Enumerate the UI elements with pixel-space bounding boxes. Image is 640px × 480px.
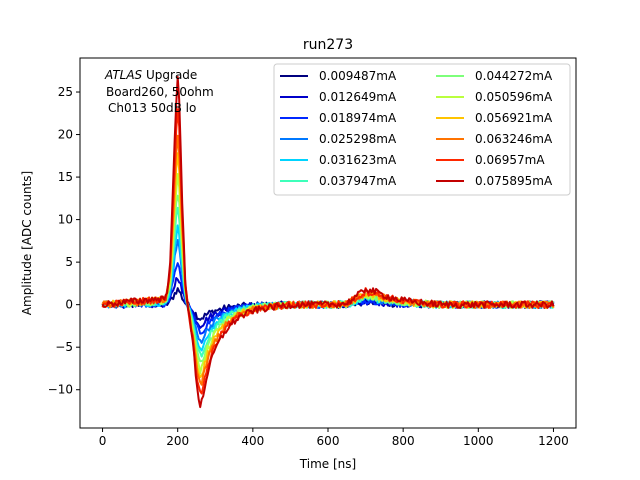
board-label: Board260, 50ohm — [106, 85, 214, 99]
legend: 0.009487mA 0.012649mA 0.018974mA 0.025298mA… — [273, 63, 571, 196]
channel-label: Ch013 50dB lo — [108, 101, 196, 115]
legend-entries: 0.009487mA 0.012649mA 0.018974mA 0.025298mA… — [280, 69, 553, 188]
legend-label: 0.012649mA — [319, 90, 397, 104]
chart-title: run273 — [303, 37, 353, 53]
y-tick-label: −10 — [48, 383, 73, 397]
legend-frame — [273, 63, 571, 196]
x-tick-label: 400 — [241, 434, 264, 448]
legend-label: 0.06957mA — [475, 153, 545, 167]
series-layer — [101, 76, 555, 409]
legend-label: 0.018974mA — [319, 111, 397, 125]
y-tick-label: 20 — [58, 128, 73, 142]
x-tick-label: 1200 — [538, 434, 569, 448]
legend-label: 0.037947mA — [319, 174, 397, 188]
legend-label: 0.025298mA — [319, 132, 397, 146]
legend-label: 0.044272mA — [475, 69, 553, 83]
upgrade-label: Upgrade — [142, 68, 197, 82]
x-tick-label: 1000 — [463, 434, 494, 448]
x-tick-label: 600 — [317, 434, 340, 448]
x-tick-label: 800 — [392, 434, 415, 448]
x-axis: 0 200 400 600 800 1000 1200 — [99, 428, 569, 448]
legend-label: 0.063246mA — [475, 132, 553, 146]
atlas-label: ATLAS — [104, 68, 143, 82]
y-axis-label: Amplitude [ADC counts] — [20, 171, 34, 315]
x-axis-label: Time [ns] — [299, 457, 356, 471]
x-tick-label: 200 — [166, 434, 189, 448]
y-axis: −10 −5 0 5 10 15 20 25 — [48, 85, 80, 397]
y-tick-label: 25 — [58, 85, 73, 99]
legend-label: 0.050596mA — [475, 90, 553, 104]
legend-label: 0.075895mA — [475, 174, 553, 188]
y-tick-label: 15 — [58, 170, 73, 184]
series-line-12 — [101, 76, 555, 409]
legend-label: 0.009487mA — [319, 69, 397, 83]
y-tick-label: 5 — [65, 255, 73, 269]
atlas-annotation: ATLAS Upgrade Board260, 50ohm Ch013 50dB… — [104, 68, 214, 115]
x-tick-label: 0 — [99, 434, 107, 448]
y-tick-label: 0 — [65, 298, 73, 312]
legend-label: 0.031623mA — [319, 153, 397, 167]
svg-text:ATLAS Upgrade: ATLAS Upgrade — [104, 68, 197, 82]
y-tick-label: 10 — [58, 213, 73, 227]
y-tick-label: −5 — [55, 340, 73, 354]
legend-label: 0.056921mA — [475, 111, 553, 125]
